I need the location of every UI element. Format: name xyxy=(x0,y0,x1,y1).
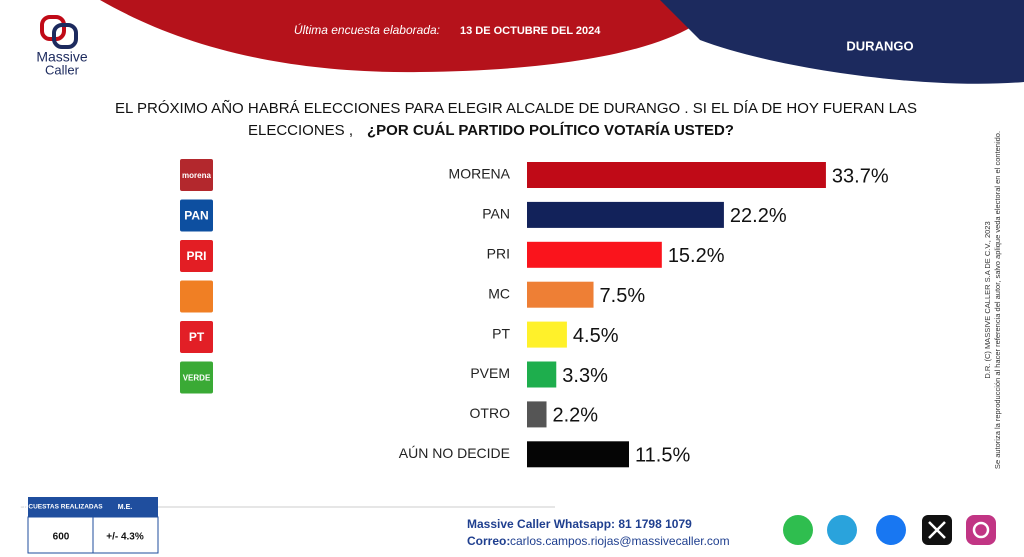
logo-mark xyxy=(52,23,78,49)
instagram-glyph xyxy=(972,521,990,539)
value-label: 15.2% xyxy=(668,245,725,267)
table-value: 600 xyxy=(53,532,70,543)
party-logo xyxy=(180,240,213,272)
header-band xyxy=(100,0,720,73)
category-label: MORENA xyxy=(449,166,511,182)
region: DURANGO xyxy=(846,38,913,53)
category-label: PVEM xyxy=(470,365,510,381)
category-label: PRI xyxy=(487,246,510,262)
chart-question: ¿POR CUÁL PARTIDO POLÍTICO VOTARÍA USTED… xyxy=(367,122,734,139)
footer-email-label: Correo: xyxy=(467,534,510,548)
bar xyxy=(527,241,662,268)
bar xyxy=(527,281,594,308)
party-logo-text: PAN xyxy=(184,209,208,223)
value-label: 22.2% xyxy=(730,205,787,227)
bar xyxy=(527,201,724,228)
category-label: PAN xyxy=(482,206,510,222)
telegram-icon[interactable] xyxy=(827,515,857,545)
instagram-icon[interactable] xyxy=(966,515,996,545)
bar xyxy=(527,441,630,468)
party-logo xyxy=(180,361,213,394)
side-note: D.R. (C) MASSIVE CALLER S.A DE C.V., 202… xyxy=(983,221,992,378)
bar xyxy=(527,321,567,348)
bar xyxy=(527,361,557,388)
table-header-text: M.E. xyxy=(118,504,132,511)
whatsapp-icon[interactable] xyxy=(783,515,813,545)
survey-label: Última encuesta elaborada: xyxy=(294,22,440,37)
category-label: PT xyxy=(492,325,510,341)
value-label: 4.5% xyxy=(573,325,619,347)
side-note: Se autoriza la reproducción al hacer ref… xyxy=(993,131,1002,469)
facebook-icon[interactable] xyxy=(876,515,906,545)
footer-email: carlos.campos.riojas@massivecaller.com xyxy=(510,534,730,548)
value-label: 33.7% xyxy=(832,165,889,187)
x-glyph xyxy=(928,521,946,539)
table-value: +/- 4.3% xyxy=(106,532,144,543)
category-label: MC xyxy=(488,285,510,301)
category-label: OTRO xyxy=(470,405,511,421)
category-label: AÚN NO DECIDE xyxy=(399,445,510,461)
party-logo xyxy=(180,159,213,191)
party-logo xyxy=(180,321,213,353)
value-label: 2.2% xyxy=(553,405,599,427)
chart-title: EL PRÓXIMO AÑO HABRÁ ELECCIONES PARA ELE… xyxy=(115,100,917,117)
chart-title: ELECCIONES , xyxy=(248,122,353,139)
bar xyxy=(527,401,547,428)
table-header xyxy=(28,497,158,517)
party-logo xyxy=(180,280,213,313)
value-label: 3.3% xyxy=(562,365,608,387)
brand: Massive xyxy=(36,49,88,65)
table-header-text: ENCUESTAS REALIZADAS xyxy=(19,504,103,511)
party-logo-text: morena xyxy=(182,171,211,180)
value-label: 11.5% xyxy=(635,445,690,467)
bar xyxy=(527,162,826,188)
value-label: 7.5% xyxy=(600,285,646,307)
party-logo-text: PT xyxy=(189,330,205,344)
party-logo xyxy=(180,199,213,232)
party-logo-text: VERDE xyxy=(183,374,211,383)
footer-whatsapp: Massive Caller Whatsapp: 81 1798 1079 xyxy=(467,517,692,531)
survey-date: 13 DE OCTUBRE DEL 2024 xyxy=(460,25,601,37)
brand: Caller xyxy=(45,62,80,77)
party-logo-text: PRI xyxy=(186,249,206,263)
region-band xyxy=(660,0,1024,84)
